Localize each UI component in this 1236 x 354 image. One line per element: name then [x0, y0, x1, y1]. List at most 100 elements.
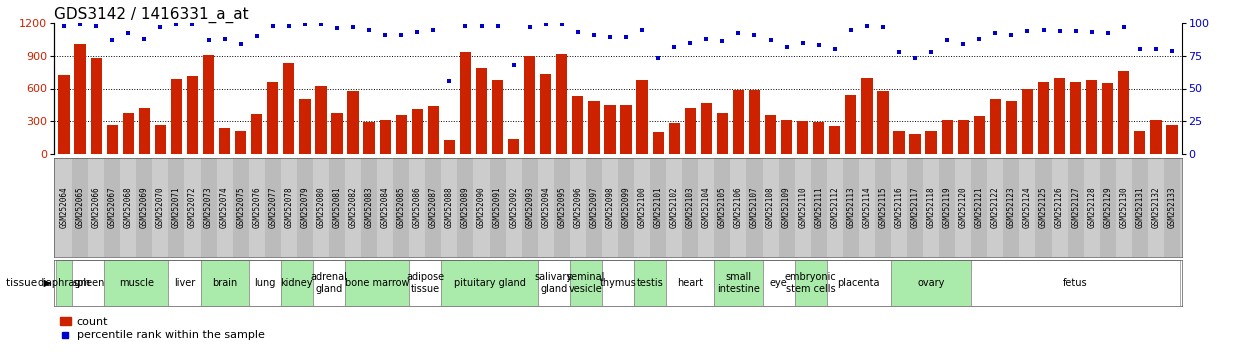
Bar	[653, 132, 664, 154]
Text: GSM252102: GSM252102	[670, 186, 679, 228]
Bar	[811, 158, 827, 257]
Text: GSM252091: GSM252091	[493, 186, 502, 228]
Point	[328, 25, 347, 31]
Point	[792, 40, 812, 45]
Bar	[425, 158, 441, 257]
Text: GSM252117: GSM252117	[911, 186, 920, 228]
Bar	[988, 158, 1004, 257]
Bar	[843, 158, 859, 257]
Point	[54, 23, 74, 28]
Bar	[926, 131, 937, 154]
Bar	[618, 158, 634, 257]
Bar	[827, 158, 843, 257]
Bar	[265, 158, 281, 257]
Text: tissue  ▶: tissue ▶	[6, 278, 52, 288]
Bar	[106, 125, 117, 154]
Point	[889, 49, 908, 55]
Point	[616, 35, 635, 40]
Bar	[1135, 131, 1146, 154]
Point	[440, 78, 460, 84]
Point	[295, 22, 315, 27]
Bar	[1167, 125, 1178, 154]
Text: diaphragm: diaphragm	[37, 278, 90, 288]
Bar	[297, 158, 313, 257]
Bar	[1054, 78, 1065, 154]
Bar	[90, 58, 101, 154]
Bar	[1132, 158, 1148, 257]
Text: GSM252075: GSM252075	[236, 186, 245, 228]
Point	[776, 44, 796, 50]
Bar	[122, 113, 133, 154]
Bar	[620, 105, 632, 154]
Bar	[56, 158, 72, 257]
Point	[1065, 28, 1085, 34]
Text: GSM252132: GSM252132	[1152, 186, 1161, 228]
Bar	[152, 158, 168, 257]
Text: small
intestine: small intestine	[717, 272, 760, 294]
Bar	[1086, 80, 1098, 154]
Bar	[974, 116, 985, 154]
Point	[696, 36, 716, 41]
Bar	[1116, 158, 1132, 257]
Bar	[506, 158, 522, 257]
Bar	[409, 158, 425, 257]
Bar	[72, 158, 88, 257]
Bar	[283, 63, 294, 154]
Text: thymus: thymus	[599, 278, 637, 288]
Text: GSM252071: GSM252071	[172, 186, 180, 228]
Bar	[1006, 101, 1017, 154]
Bar	[813, 122, 824, 154]
Bar	[971, 158, 988, 257]
Bar	[666, 260, 714, 306]
Bar	[1164, 158, 1180, 257]
Bar	[556, 53, 567, 154]
Bar	[1038, 82, 1049, 154]
Bar	[1022, 88, 1033, 154]
Text: brain: brain	[211, 278, 237, 288]
Text: GSM252118: GSM252118	[927, 186, 936, 228]
Text: GSM252096: GSM252096	[574, 186, 582, 228]
Legend: count, percentile rank within the sample: count, percentile rank within the sample	[59, 317, 265, 341]
Text: GSM252100: GSM252100	[638, 186, 646, 228]
Text: GSM252073: GSM252073	[204, 186, 213, 228]
Point	[151, 24, 171, 30]
Point	[840, 27, 860, 32]
Text: GSM252069: GSM252069	[140, 186, 148, 228]
Text: GSM252108: GSM252108	[766, 186, 775, 228]
Text: GSM252107: GSM252107	[750, 186, 759, 228]
Point	[119, 31, 138, 36]
Text: heart: heart	[677, 278, 703, 288]
Point	[472, 23, 492, 28]
Point	[183, 22, 203, 27]
Point	[585, 32, 604, 38]
Point	[969, 36, 989, 41]
Point	[504, 62, 524, 68]
Text: GSM252103: GSM252103	[686, 186, 695, 228]
Text: kidney: kidney	[281, 278, 313, 288]
Bar	[749, 90, 760, 154]
Bar	[489, 158, 506, 257]
Bar	[441, 260, 538, 306]
Bar	[1103, 83, 1114, 154]
Text: GSM252109: GSM252109	[782, 186, 791, 228]
Text: GSM252076: GSM252076	[252, 186, 261, 228]
Bar	[701, 103, 712, 154]
Bar	[347, 91, 358, 154]
Bar	[634, 158, 650, 257]
Point	[1017, 28, 1037, 34]
Bar	[492, 80, 503, 154]
Bar	[829, 126, 840, 154]
Text: GSM252111: GSM252111	[815, 186, 823, 228]
Bar	[1036, 158, 1052, 257]
Text: embryonic
stem cells: embryonic stem cells	[785, 272, 837, 294]
Text: GSM252078: GSM252078	[284, 186, 293, 228]
Bar	[379, 120, 391, 154]
Text: GSM252093: GSM252093	[525, 186, 534, 228]
Bar	[345, 260, 409, 306]
Text: lung: lung	[255, 278, 276, 288]
Point	[344, 24, 363, 30]
Bar	[216, 158, 232, 257]
Text: testis: testis	[637, 278, 664, 288]
Point	[648, 56, 667, 61]
Text: GSM252114: GSM252114	[863, 186, 871, 228]
